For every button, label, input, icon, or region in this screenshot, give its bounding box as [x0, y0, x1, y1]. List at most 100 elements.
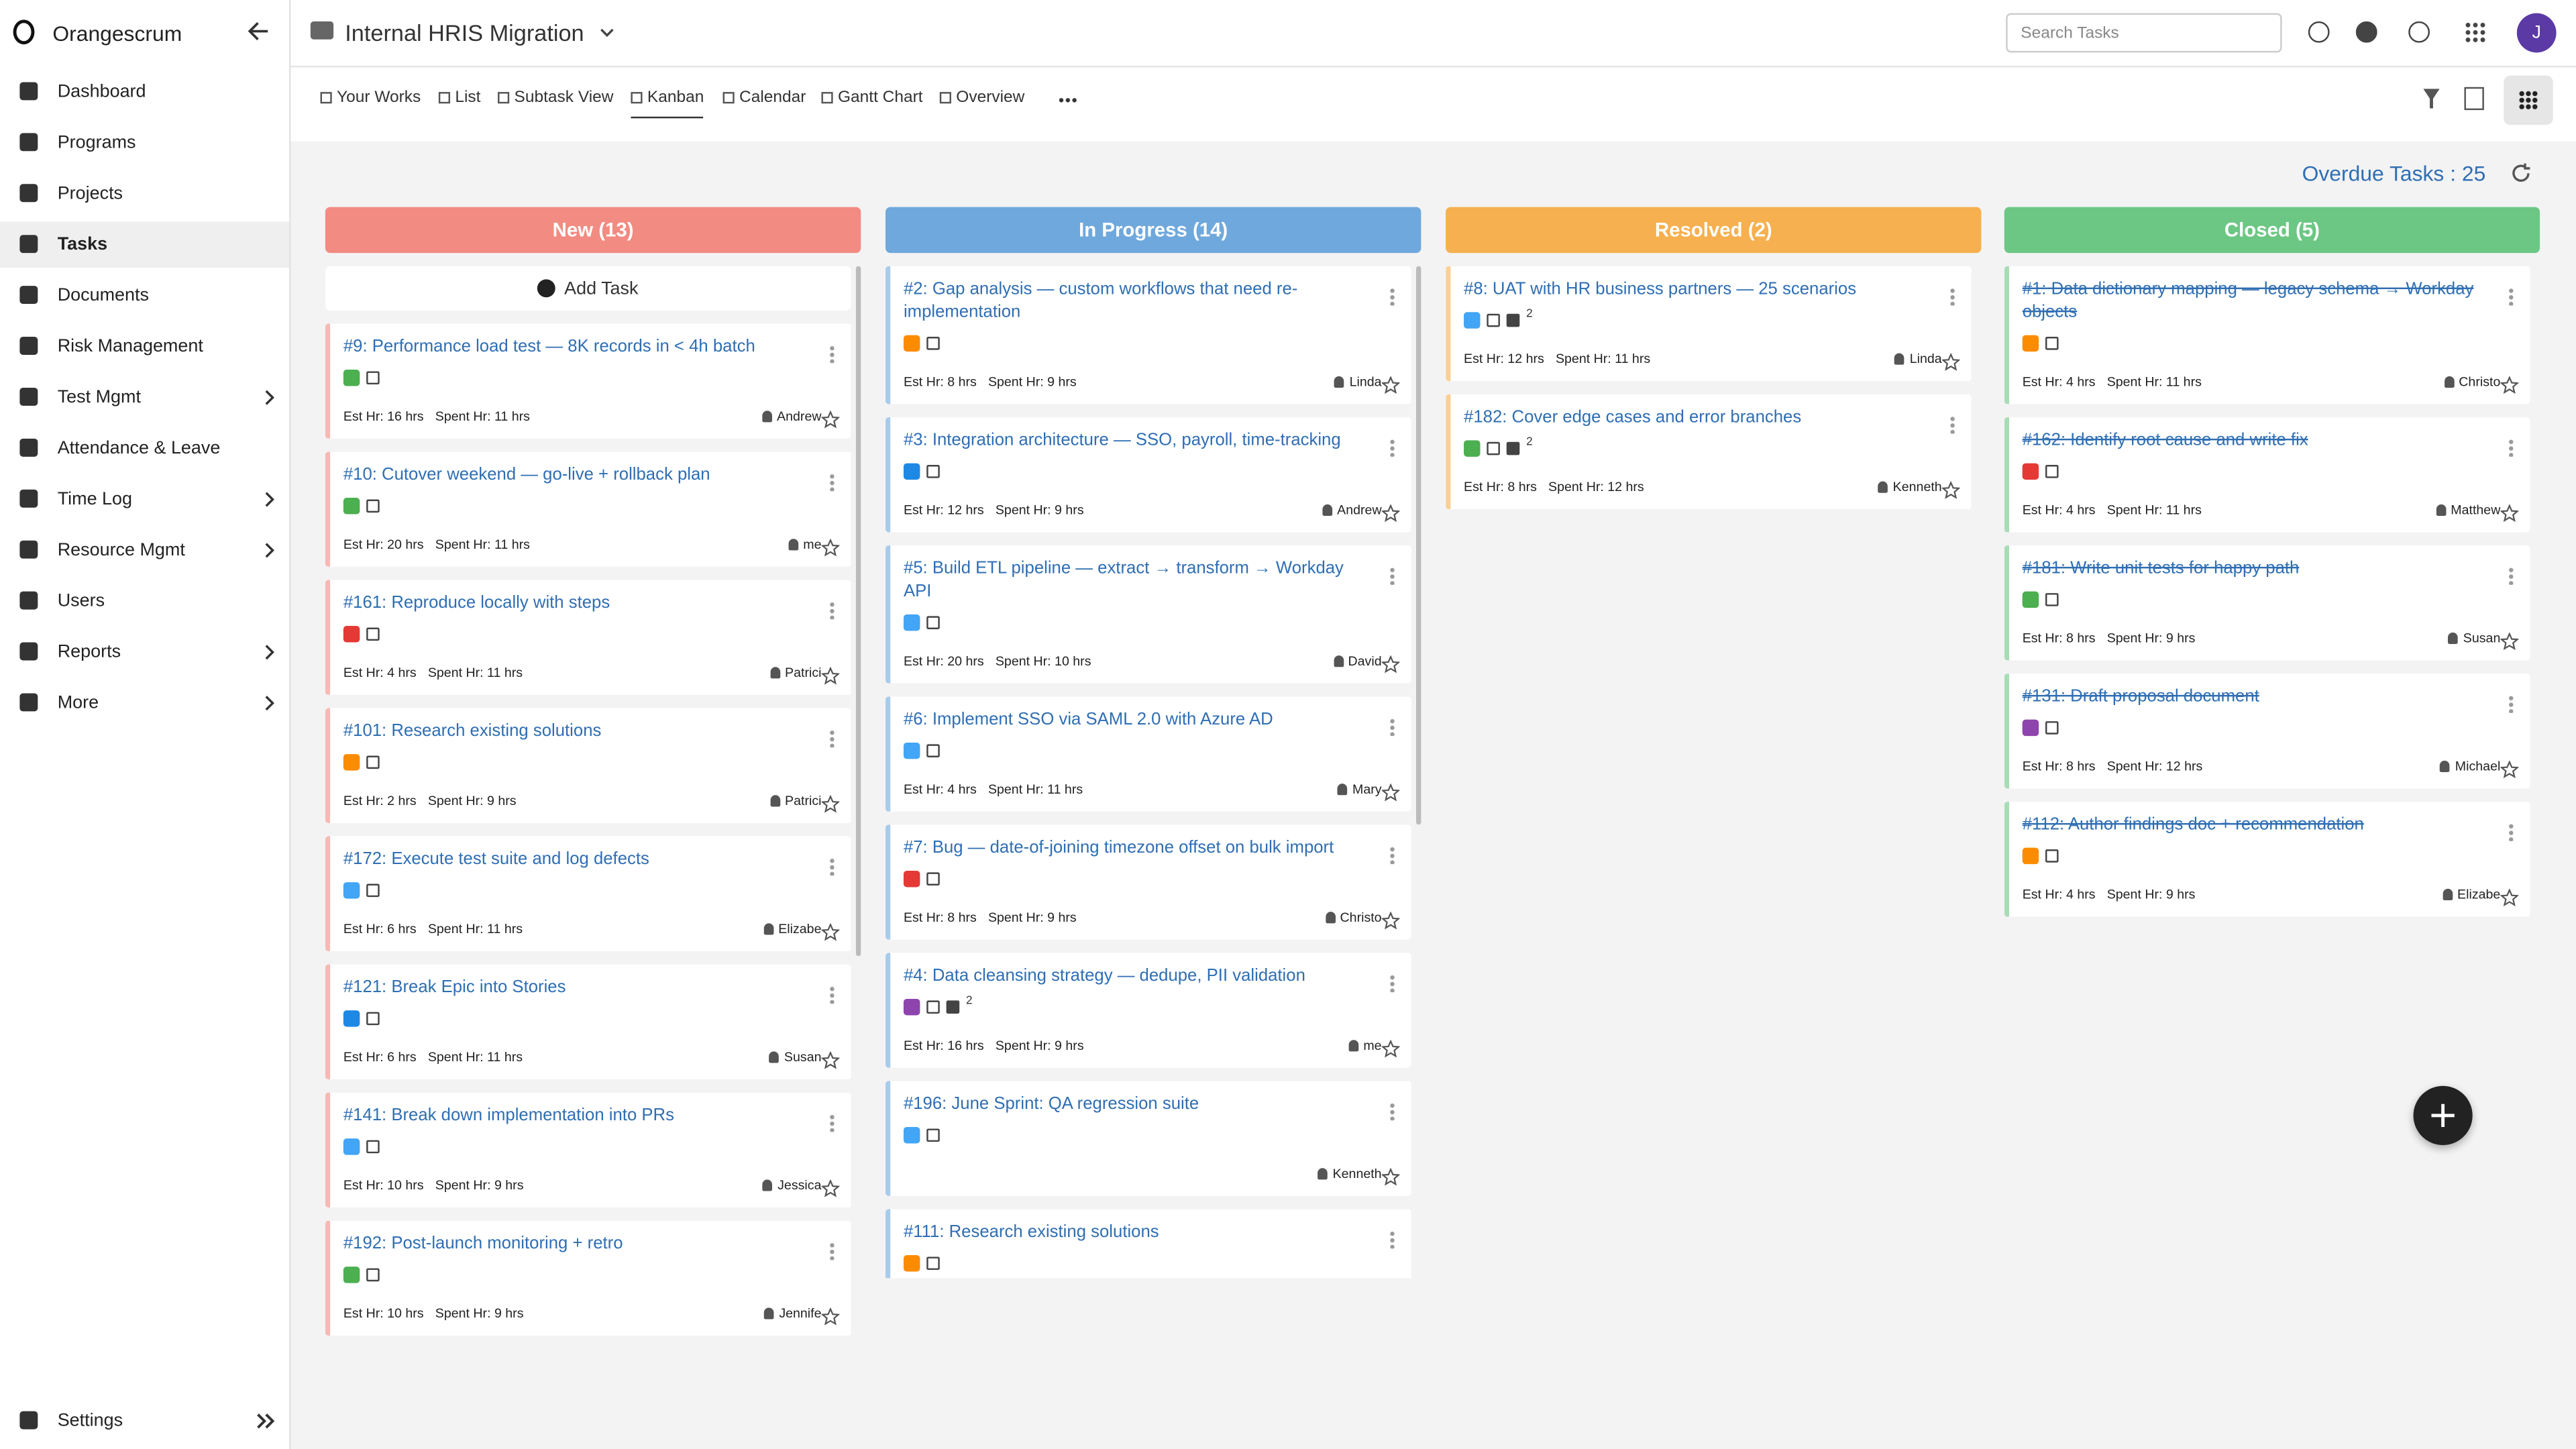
timer-icon[interactable] [2408, 21, 2430, 43]
task-title[interactable]: #2: Gap analysis — custom workflows that… [903, 279, 1298, 323]
task-card[interactable]: #161: Reproduce locally with steps Est Hr… [325, 580, 851, 695]
card-menu[interactable] [1389, 718, 1395, 737]
task-title[interactable]: #5: Build ETL pipeline — extract → trans… [903, 558, 1344, 602]
add-fab[interactable] [2413, 1085, 2473, 1145]
sidebar-item[interactable]: Tasks [0, 221, 290, 268]
favorite-star[interactable] [1381, 504, 1400, 523]
card-menu[interactable] [1389, 287, 1395, 306]
task-card[interactable]: #112: Author findings doc + recommendati… [2004, 802, 2530, 917]
add-task-button[interactable]: Add Task [325, 266, 851, 311]
refresh-button[interactable] [2510, 162, 2532, 184]
sidebar-item[interactable]: Dashboard [0, 69, 289, 115]
sidebar-item[interactable]: Programs [0, 120, 289, 166]
task-card[interactable]: #1: Data dictionary mapping — legacy sch… [2004, 266, 2530, 405]
favorite-star[interactable] [1941, 353, 1960, 372]
task-title[interactable]: #9: Performance load test — 8K records i… [343, 337, 755, 357]
tab[interactable]: Kanban [631, 89, 704, 119]
project-selector[interactable]: Internal HRIS Migration [345, 19, 584, 46]
task-title[interactable]: #4: Data cleansing strategy — dedupe, PI… [903, 966, 1305, 986]
favorite-star[interactable] [1381, 1040, 1400, 1058]
task-card[interactable]: #4: Data cleansing strategy — dedupe, PI… [885, 953, 1411, 1068]
task-card[interactable]: #3: Integration architecture — SSO, payr… [885, 417, 1411, 533]
task-title[interactable]: #8: UAT with HR business partners — 25 s… [1464, 279, 1857, 299]
favorite-star[interactable] [1381, 1168, 1400, 1186]
favorite-star[interactable] [2500, 888, 2519, 907]
card-menu[interactable] [1389, 1102, 1395, 1121]
chevron[interactable] [263, 389, 276, 405]
task-title[interactable]: #1: Data dictionary mapping — legacy sch… [2022, 279, 2474, 323]
task-card[interactable]: #131: Draft proposal document Est Hr: 8 h… [2004, 674, 2530, 789]
tab[interactable]: Subtask View [498, 89, 614, 107]
sidebar-item[interactable]: Time Log [0, 476, 289, 523]
favorite-star[interactable] [821, 1051, 840, 1069]
task-card[interactable]: #182: Cover edge cases and error branche… [1446, 394, 1972, 510]
card-menu[interactable] [829, 985, 835, 1004]
chevron[interactable] [263, 695, 276, 711]
favorite-star[interactable] [821, 923, 840, 941]
sidebar-item[interactable]: Attendance & Leave [0, 425, 289, 472]
collapse-button[interactable] [248, 21, 270, 41]
chevron[interactable] [263, 542, 276, 558]
task-title[interactable]: #192: Post-launch monitoring + retro [343, 1234, 623, 1254]
task-card[interactable]: #8: UAT with HR business partners — 25 s… [1446, 266, 1972, 382]
help-icon[interactable] [2308, 21, 2330, 43]
task-card[interactable]: #141: Break down implementation into PRs… [325, 1092, 851, 1208]
favorite-star[interactable] [2500, 632, 2519, 651]
sidebar-item[interactable]: Reports [0, 629, 289, 676]
card-menu[interactable] [2508, 566, 2514, 585]
grid-toggle[interactable] [2504, 75, 2553, 125]
settings-link[interactable]: Settings [0, 1398, 289, 1444]
sidebar-item[interactable]: Test Mgmt [0, 374, 289, 421]
task-title[interactable]: #162: Identify root cause and write fix [2022, 430, 2308, 451]
task-card[interactable]: #10: Cutover weekend — go-live + rollbac… [325, 451, 851, 567]
task-card[interactable]: #5: Build ETL pipeline — extract → trans… [885, 545, 1411, 684]
card-menu[interactable] [1949, 287, 1955, 306]
task-card[interactable]: #111: Research existing solutions [885, 1209, 1411, 1279]
tab[interactable]: Gantt Chart [821, 89, 923, 107]
favorite-star[interactable] [1381, 784, 1400, 802]
task-card[interactable]: #196: June Sprint: QA regression suite Ke… [885, 1081, 1411, 1196]
task-title[interactable]: #172: Execute test suite and log defects [343, 849, 649, 869]
task-title[interactable]: #10: Cutover weekend — go-live + rollbac… [343, 465, 710, 485]
favorite-star[interactable] [2500, 376, 2519, 394]
favorite-star[interactable] [2500, 504, 2519, 523]
task-title[interactable]: #182: Cover edge cases and error branche… [1464, 407, 1802, 427]
card-menu[interactable] [829, 345, 835, 364]
sidebar-item[interactable]: Documents [0, 273, 289, 319]
filter-icon[interactable] [2423, 89, 2440, 109]
sidebar-item[interactable]: Projects [0, 171, 289, 217]
task-title[interactable]: #121: Break Epic into Stories [343, 977, 566, 998]
card-menu[interactable] [2508, 438, 2514, 457]
favorite-star[interactable] [821, 411, 840, 429]
card-menu[interactable] [1389, 566, 1395, 585]
task-card[interactable]: #2: Gap analysis — custom workflows that… [885, 266, 1411, 405]
chevron[interactable] [263, 491, 276, 507]
card-menu[interactable] [829, 601, 835, 620]
tab[interactable]: Overview [940, 89, 1024, 107]
sidebar-item[interactable]: Resource Mgmt [0, 527, 289, 574]
task-card[interactable]: #192: Post-launch monitoring + retro Est … [325, 1220, 851, 1336]
task-title[interactable]: #101: Research existing solutions [343, 721, 602, 741]
favorite-star[interactable] [1381, 912, 1400, 930]
card-menu[interactable] [2508, 694, 2514, 713]
theme-icon[interactable] [2355, 21, 2377, 43]
favorite-star[interactable] [821, 1307, 840, 1326]
apps-icon[interactable] [2464, 21, 2486, 43]
card-menu[interactable] [1389, 1230, 1395, 1249]
favorite-star[interactable] [821, 667, 840, 685]
card-menu[interactable] [2508, 287, 2514, 306]
favorite-star[interactable] [1381, 655, 1400, 674]
card-menu[interactable] [829, 1242, 835, 1260]
task-title[interactable]: #3: Integration architecture — SSO, payr… [903, 430, 1341, 451]
favorite-star[interactable] [821, 795, 840, 813]
task-card[interactable]: #162: Identify root cause and write fix E… [2004, 417, 2530, 533]
task-card[interactable]: #7: Bug — date-of-joining timezone offse… [885, 824, 1411, 940]
favorite-star[interactable] [1941, 481, 1960, 500]
sidebar-item[interactable]: Risk Management [0, 323, 289, 370]
card-menu[interactable] [1389, 846, 1395, 865]
task-card[interactable]: #121: Break Epic into Stories Est Hr: 6 h… [325, 964, 851, 1079]
task-title[interactable]: #161: Reproduce locally with steps [343, 593, 610, 613]
task-title[interactable]: #112: Author findings doc + recommendati… [2022, 814, 2364, 835]
chevron[interactable] [263, 644, 276, 660]
task-card[interactable]: #6: Implement SSO via SAML 2.0 with Azur… [885, 696, 1411, 812]
